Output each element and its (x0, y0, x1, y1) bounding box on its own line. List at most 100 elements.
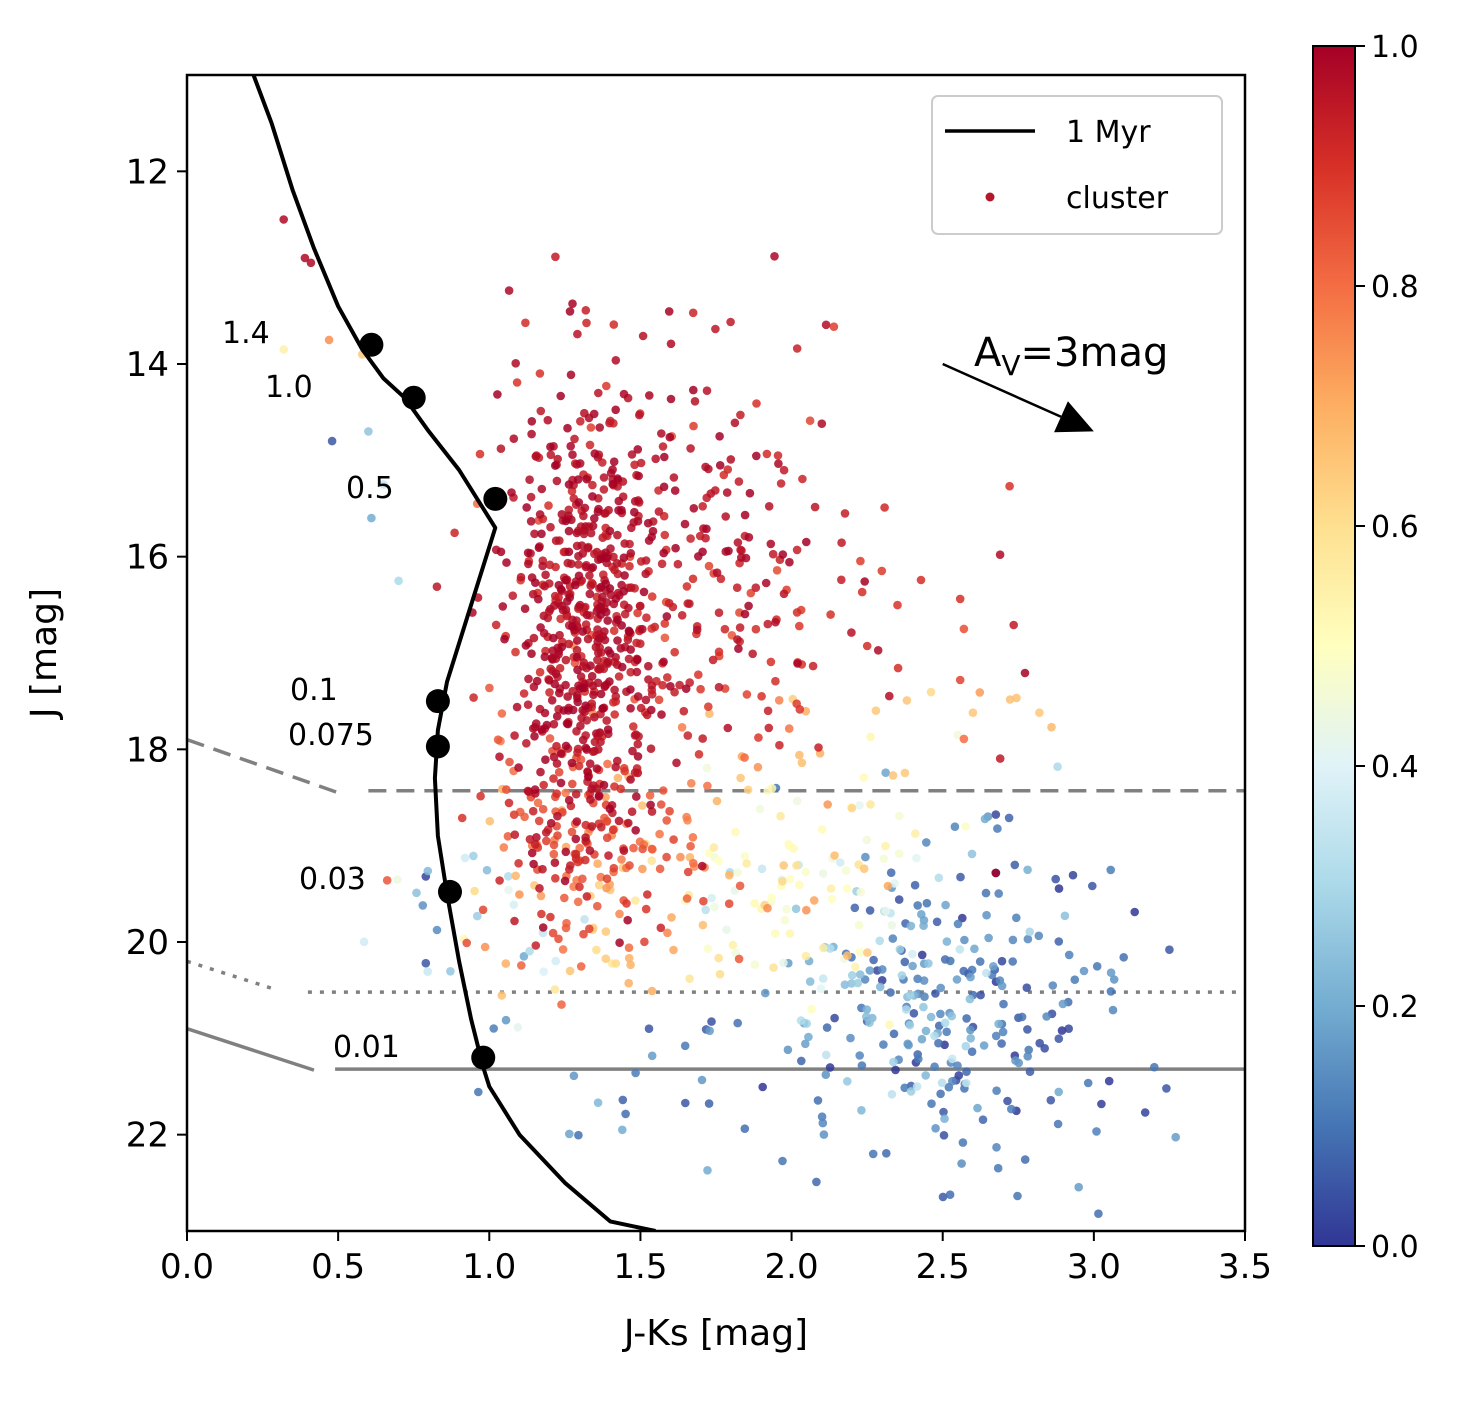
scatter-point (592, 729, 601, 738)
scatter-point (500, 634, 509, 644)
scatter-point (593, 655, 602, 665)
scatter-point (908, 949, 917, 959)
scatter-point (592, 764, 602, 773)
plot-frame (185, 73, 1247, 1233)
scatter-point (531, 578, 540, 587)
scatter-point (912, 853, 921, 863)
scatter-point (602, 817, 612, 826)
scatter-point (703, 944, 713, 953)
scatter-point (855, 947, 864, 957)
colorbar-tick-label: 0.6 (1371, 510, 1419, 545)
scatter-point (748, 649, 757, 659)
scatter-point (601, 508, 610, 518)
scatter-point (843, 1077, 852, 1086)
y-axis-label: J [mag] (24, 588, 65, 720)
scatter-point (778, 1156, 787, 1166)
scatter-point (1106, 968, 1116, 977)
scatter-point (862, 1005, 872, 1014)
scatter-point (686, 534, 695, 543)
scatter-point (658, 680, 667, 690)
scatter-point (667, 913, 676, 922)
scatter-point (630, 497, 640, 506)
scatter-point (681, 684, 691, 693)
scatter-point (462, 938, 472, 948)
scatter-point (886, 988, 895, 997)
scatter-point (586, 423, 596, 432)
scatter-point (840, 980, 850, 989)
x-tick-label: 2.0 (765, 1247, 819, 1287)
scatter-point (650, 622, 660, 632)
scatter-point (663, 928, 672, 938)
scatter-point (528, 806, 538, 816)
scatter-point (615, 938, 624, 947)
scatter-point (731, 827, 740, 837)
scatter-point (783, 1045, 793, 1055)
scatter-point (614, 506, 623, 515)
scatter-point (829, 322, 839, 332)
scatter-point (856, 556, 865, 566)
scatter-point (624, 603, 633, 613)
scatter-point (1083, 1078, 1093, 1088)
scatter-point (501, 1015, 511, 1025)
scatter-point (599, 473, 609, 482)
scatter-point (881, 906, 891, 916)
scatter-point (645, 791, 655, 800)
scatter-point (638, 331, 648, 341)
scatter-point (1053, 762, 1062, 771)
scatter-point (856, 887, 865, 897)
scatter-point (1020, 668, 1030, 678)
scatter-point (785, 929, 795, 938)
scatter-point (775, 740, 784, 750)
scatter-point (733, 538, 743, 547)
scatter-point (598, 533, 607, 542)
scatter-point (586, 528, 596, 538)
scatter-point (681, 1098, 690, 1108)
scatter-point (536, 767, 545, 777)
scatter-point (535, 369, 545, 378)
legend-isochrone-label: 1 Myr (1066, 115, 1151, 150)
scatter-point (881, 768, 890, 777)
scatter-point (1009, 620, 1018, 630)
scatter-point (546, 522, 555, 532)
scatter-point (742, 690, 752, 699)
scatter-point (774, 696, 784, 705)
scatter-point (548, 928, 558, 938)
scatter-point (617, 855, 626, 864)
scatter-point (561, 847, 571, 857)
scatter-point (900, 957, 910, 967)
scatter-point (660, 452, 669, 462)
scatter-point (735, 623, 745, 632)
scatter-point (862, 641, 872, 651)
scatter-point (885, 1020, 894, 1029)
scatter-point (698, 920, 708, 930)
scatter-point (730, 418, 740, 428)
scatter-point (1024, 1045, 1033, 1055)
scatter-point (609, 320, 619, 329)
scatter-point (1046, 1095, 1056, 1105)
scatter-point (601, 954, 611, 963)
scatter-point (734, 954, 744, 964)
scatter-point (605, 677, 614, 686)
colorbar-tick-label: 1.0 (1371, 30, 1419, 65)
scatter-point (502, 558, 511, 567)
scatter-point (922, 898, 932, 908)
scatter-point (875, 936, 884, 946)
scatter-point (574, 761, 584, 771)
scatter-point (534, 594, 543, 604)
scatter-point (940, 1018, 950, 1028)
scatter-point (588, 480, 597, 490)
scatter-point (816, 984, 826, 993)
scatter-point (279, 215, 289, 224)
scatter-point (1008, 957, 1017, 966)
scatter-point (751, 624, 761, 634)
scatter-point (626, 583, 636, 592)
scatter-point (624, 943, 634, 952)
scatter-point (567, 758, 577, 768)
scatter-point (991, 1031, 1001, 1041)
scatter-point (1008, 935, 1018, 945)
scatter-point (625, 861, 634, 870)
scatter-point (568, 299, 577, 309)
scatter-point (744, 533, 754, 542)
scatter-point (527, 429, 536, 439)
scatter-point (546, 442, 555, 452)
